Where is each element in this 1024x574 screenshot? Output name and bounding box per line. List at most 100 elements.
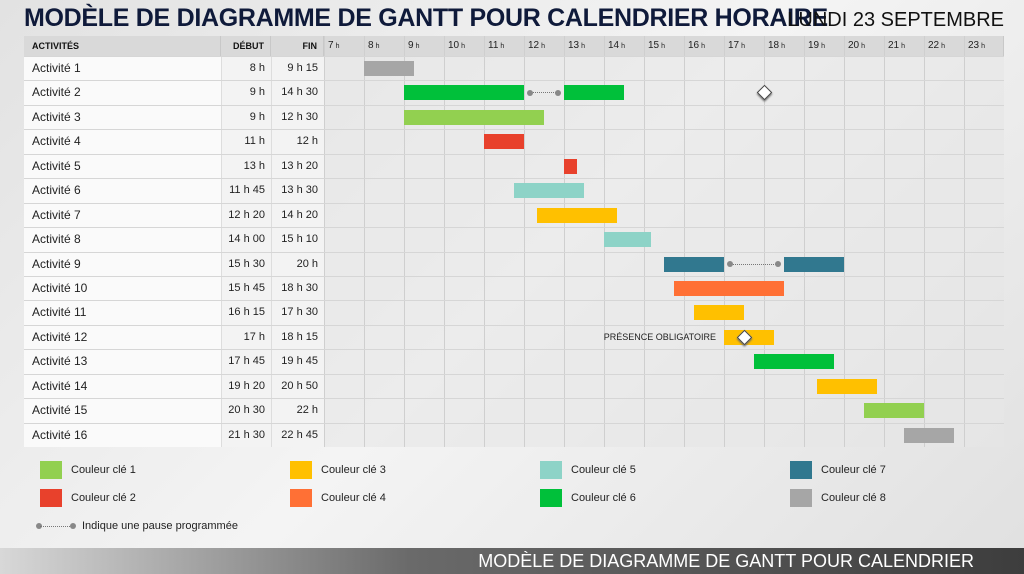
activity-start: 17 h 45	[221, 350, 271, 374]
gantt-bar[interactable]	[694, 305, 744, 321]
hour-gridline	[884, 36, 885, 447]
hour-suffix: h	[821, 43, 826, 50]
activity-name: Activité 11	[24, 301, 221, 325]
hour-gridline	[724, 36, 725, 447]
activity-name: Activité 14	[24, 374, 221, 399]
gantt-bar[interactable]	[754, 354, 834, 370]
activity-name: Activité 10	[24, 276, 221, 301]
table-row: Activité 15 20 h 30 22 h	[24, 398, 1004, 423]
gantt-bar[interactable]	[564, 85, 624, 101]
gantt-bar[interactable]	[514, 183, 584, 199]
activity-end: 9 h 15	[271, 57, 324, 81]
table-row: Activité 14 19 h 20 20 h 50	[24, 373, 1004, 399]
header-start: DÉBUT	[221, 36, 271, 56]
activity-start: 14 h 00	[221, 228, 271, 252]
hour-suffix: h	[981, 43, 986, 50]
hour-label: 18 h	[764, 36, 785, 56]
gantt-bar[interactable]	[404, 85, 524, 101]
activity-start: 9 h	[221, 105, 271, 130]
hour-suffix: h	[781, 43, 786, 50]
activity-start: 11 h	[221, 130, 271, 154]
hour-label: 21 h	[884, 36, 905, 56]
gantt-bar[interactable]	[784, 256, 844, 272]
legend-label: Couleur clé 6	[571, 492, 636, 504]
hour-value: 7	[328, 40, 334, 51]
hour-suffix: h	[861, 43, 866, 50]
hour-suffix: h	[661, 43, 666, 50]
hour-value: 11	[488, 40, 499, 51]
table-row: Activité 16 21 h 30 22 h 45	[24, 422, 1004, 448]
activity-name: Activité 12	[24, 325, 221, 350]
hour-value: 14	[608, 40, 620, 51]
hour-value: 15	[648, 40, 660, 51]
activity-name: Activité 2	[24, 81, 221, 105]
pause-dot	[775, 261, 781, 268]
gantt-bar[interactable]	[664, 256, 724, 272]
legend-item: Couleur clé 3	[290, 461, 386, 479]
header-end: FIN	[271, 36, 324, 56]
activity-end: 12 h	[271, 130, 324, 154]
gantt-bar[interactable]	[817, 378, 878, 394]
hour-label: 17 h	[724, 36, 745, 56]
hour-gridline	[924, 36, 925, 447]
activity-start: 9 h	[221, 81, 271, 105]
activity-end: 18 h 30	[271, 276, 324, 301]
activity-start: 12 h 20	[221, 203, 271, 228]
gantt-bar[interactable]	[564, 158, 578, 174]
legend-label: Couleur clé 3	[321, 464, 386, 476]
hour-suffix: h	[375, 43, 380, 50]
gantt-bar[interactable]	[904, 427, 954, 443]
activity-end: 15 h 10	[271, 228, 324, 252]
activity-end: 22 h	[271, 399, 324, 423]
table-row: Activité 5 13 h 13 h 20	[24, 153, 1004, 179]
header-activities: ACTIVITÉS	[24, 36, 221, 56]
activity-end: 20 h	[271, 252, 324, 277]
gantt-bar[interactable]	[604, 232, 651, 248]
gantt-bar[interactable]	[364, 61, 414, 76]
activity-name: Activité 13	[24, 350, 221, 374]
table-row: Activité 13 17 h 45 19 h 45	[24, 349, 1004, 374]
gantt-bar[interactable]	[404, 109, 544, 125]
pause-line	[530, 92, 558, 94]
milestone-note: PRÉSENCE OBLIGATOIRE	[603, 331, 716, 342]
activity-start: 21 h 30	[221, 423, 271, 448]
gantt-bar[interactable]	[537, 207, 618, 223]
activity-end: 22 h 45	[271, 423, 324, 448]
hour-suffix: h	[701, 43, 706, 50]
activity-name: Activité 3	[24, 105, 221, 130]
activity-end: 13 h 30	[271, 179, 324, 203]
table-row: Activité 4 11 h 12 h	[24, 129, 1004, 154]
hour-suffix: h	[621, 43, 626, 50]
hour-value: 8	[368, 40, 374, 51]
gantt-bar[interactable]	[864, 403, 924, 419]
legend-swatch	[290, 489, 312, 507]
activity-name: Activité 1	[24, 57, 221, 81]
hour-label: 14 h	[604, 36, 625, 56]
table-row: Activité 7 12 h 20 14 h 20	[24, 202, 1004, 228]
activity-name: Activité 6	[24, 179, 221, 203]
activity-start: 15 h 30	[221, 252, 271, 277]
hour-label: 12 h	[524, 36, 545, 56]
hour-gridline	[404, 36, 405, 447]
legend-item: Couleur clé 2	[40, 489, 136, 507]
activity-start: 13 h	[221, 154, 271, 179]
hour-value: 10	[448, 40, 460, 51]
hour-label: 23 h	[964, 36, 985, 56]
gantt-bar[interactable]	[484, 134, 524, 150]
hour-value: 19	[808, 40, 820, 51]
pause-legend: Indique une pause programmée	[36, 520, 238, 532]
activity-end: 20 h 50	[271, 374, 324, 399]
legend-swatch	[790, 461, 812, 479]
legend-item: Couleur clé 8	[790, 489, 886, 507]
hour-suffix: h	[461, 43, 466, 50]
gantt-table: ACTIVITÉS DÉBUT FIN 7 h 8 h 9 h 10 h 11 h 12 h 13 h 14…	[24, 36, 1004, 448]
hour-gridline	[324, 36, 325, 447]
gantt-bar[interactable]	[674, 280, 784, 296]
hour-suffix: h	[941, 43, 946, 50]
hour-gridline	[364, 36, 365, 447]
legend-label: Couleur clé 1	[71, 464, 136, 476]
hour-suffix: h	[901, 43, 906, 50]
